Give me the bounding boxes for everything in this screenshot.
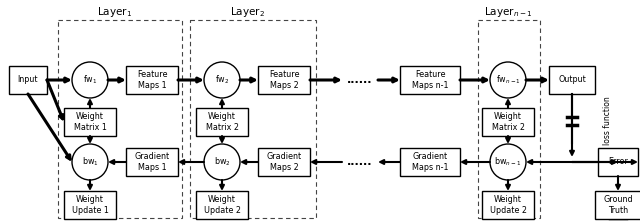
Text: Ground
Truth: Ground Truth bbox=[603, 195, 633, 215]
Text: Weight
Matrix 2: Weight Matrix 2 bbox=[205, 112, 239, 132]
Circle shape bbox=[204, 144, 240, 180]
Text: fw$_{n-1}$: fw$_{n-1}$ bbox=[495, 74, 520, 86]
Circle shape bbox=[72, 144, 108, 180]
Text: Weight
Update 1: Weight Update 1 bbox=[72, 195, 108, 215]
Text: Gradient
Maps 1: Gradient Maps 1 bbox=[134, 152, 170, 172]
Text: Weight
Update 2: Weight Update 2 bbox=[204, 195, 241, 215]
Text: Gradient
Maps n-1: Gradient Maps n-1 bbox=[412, 152, 448, 172]
Text: Weight
Matrix 1: Weight Matrix 1 bbox=[74, 112, 106, 132]
Bar bbox=[190, 20, 316, 218]
Text: Feature
Maps 1: Feature Maps 1 bbox=[137, 70, 167, 90]
Text: Input: Input bbox=[18, 76, 38, 84]
FancyBboxPatch shape bbox=[595, 191, 640, 219]
FancyBboxPatch shape bbox=[400, 66, 460, 94]
FancyBboxPatch shape bbox=[64, 191, 116, 219]
Text: bw$_2$: bw$_2$ bbox=[214, 156, 230, 168]
Text: bw$_1$: bw$_1$ bbox=[82, 156, 99, 168]
FancyBboxPatch shape bbox=[258, 148, 310, 176]
Circle shape bbox=[204, 62, 240, 98]
FancyBboxPatch shape bbox=[549, 66, 595, 94]
Text: ......: ...... bbox=[348, 75, 372, 85]
Bar bbox=[58, 20, 182, 218]
Text: Layer$_1$: Layer$_1$ bbox=[97, 5, 132, 19]
Text: loss function: loss function bbox=[602, 97, 611, 145]
FancyBboxPatch shape bbox=[126, 66, 178, 94]
Circle shape bbox=[490, 144, 526, 180]
Bar bbox=[478, 20, 540, 218]
Text: fw$_2$: fw$_2$ bbox=[215, 74, 229, 86]
Text: Feature
Maps n-1: Feature Maps n-1 bbox=[412, 70, 448, 90]
FancyBboxPatch shape bbox=[482, 108, 534, 136]
Circle shape bbox=[490, 62, 526, 98]
FancyBboxPatch shape bbox=[258, 66, 310, 94]
FancyBboxPatch shape bbox=[9, 66, 47, 94]
FancyBboxPatch shape bbox=[196, 108, 248, 136]
Text: Layer$_2$: Layer$_2$ bbox=[230, 5, 264, 19]
FancyBboxPatch shape bbox=[400, 148, 460, 176]
Text: Weight
Matrix 2: Weight Matrix 2 bbox=[492, 112, 525, 132]
FancyBboxPatch shape bbox=[126, 148, 178, 176]
Text: fw$_1$: fw$_1$ bbox=[83, 74, 97, 86]
Text: Gradient
Maps 2: Gradient Maps 2 bbox=[266, 152, 301, 172]
Text: Error: Error bbox=[608, 158, 628, 166]
Text: bw$_{n-1}$: bw$_{n-1}$ bbox=[495, 156, 522, 168]
FancyBboxPatch shape bbox=[598, 148, 638, 176]
Text: Weight
Update 2: Weight Update 2 bbox=[490, 195, 527, 215]
Text: Feature
Maps 2: Feature Maps 2 bbox=[269, 70, 300, 90]
FancyBboxPatch shape bbox=[482, 191, 534, 219]
Text: Layer$_{n-1}$: Layer$_{n-1}$ bbox=[484, 5, 532, 19]
Text: ......: ...... bbox=[348, 157, 372, 167]
Circle shape bbox=[72, 62, 108, 98]
Text: Output: Output bbox=[558, 76, 586, 84]
FancyBboxPatch shape bbox=[196, 191, 248, 219]
FancyBboxPatch shape bbox=[64, 108, 116, 136]
